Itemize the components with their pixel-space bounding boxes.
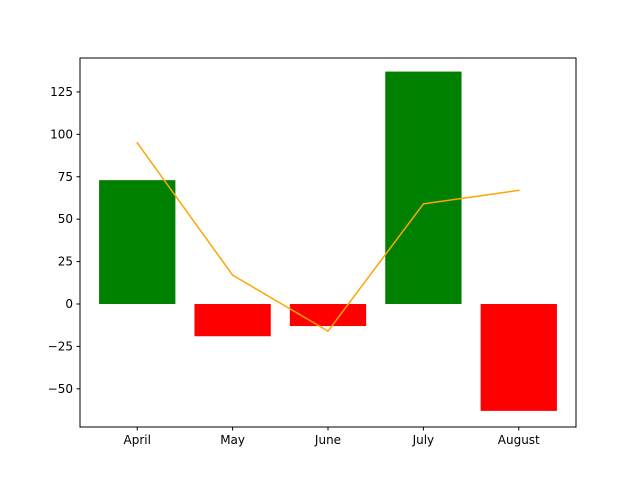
line-point-july [422, 203, 425, 205]
x-tick-label: April [124, 433, 151, 447]
bars-layer [99, 71, 557, 411]
line-point-june [327, 330, 329, 332]
y-tick-label: 125 [50, 85, 73, 99]
x-tick-label: May [220, 433, 245, 447]
line-layer [136, 141, 520, 332]
y-axis: −50 −25 0 25 50 75 100 125 [48, 85, 80, 396]
bar-july [385, 71, 462, 304]
y-tick-label: 25 [58, 255, 73, 269]
y-tick-label: 75 [58, 170, 73, 184]
y-tick-label: 0 [65, 297, 73, 311]
line-point-august [518, 189, 520, 192]
y-tick-label: −50 [48, 382, 73, 396]
y-tick-label: 100 [50, 127, 73, 141]
bar-april [99, 180, 176, 304]
y-tick-label: 50 [58, 212, 73, 226]
bar-may [194, 304, 271, 337]
line-point-april [136, 142, 138, 144]
x-tick-label: August [498, 433, 540, 447]
y-tick-label: −25 [48, 339, 73, 353]
x-axis: April May June July August [124, 427, 540, 447]
x-tick-label: June [314, 433, 341, 447]
line-point-may [231, 274, 234, 276]
x-tick-label: July [412, 433, 435, 447]
bar-august [480, 304, 557, 411]
